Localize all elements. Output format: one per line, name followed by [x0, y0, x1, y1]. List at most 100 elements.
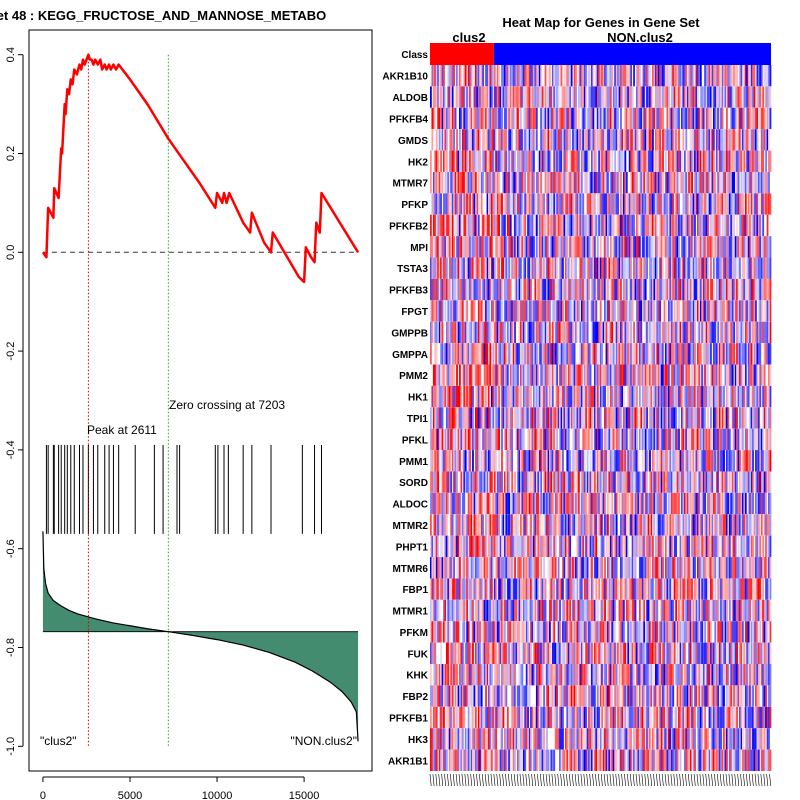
heatmap-cell: [472, 171, 474, 194]
heatmap-cell: [701, 107, 704, 130]
heatmap-cell: [605, 450, 608, 472]
heatmap-cell: [695, 171, 698, 194]
heatmap-cell: [621, 492, 624, 515]
heatmap-cell: [650, 471, 653, 493]
heatmap-cell: [554, 514, 557, 536]
heatmap-cell: [486, 321, 489, 344]
heatmap-cell: [675, 492, 678, 515]
heatmap-cell: [666, 514, 669, 536]
heatmap-cell: [712, 385, 715, 408]
heatmap-cell: [580, 557, 583, 579]
heatmap-cell: [506, 278, 509, 301]
heatmap-cell: [456, 492, 458, 515]
heatmap-cell: [467, 343, 470, 365]
heatmap-cell: [579, 343, 582, 365]
heatmap-cell: [531, 193, 534, 215]
heatmap-cell: [464, 107, 467, 130]
heatmap-cell: [737, 385, 740, 408]
heatmap-cell: [598, 364, 601, 386]
heatmap-cell: [708, 471, 711, 493]
heatmap-cell: [715, 107, 718, 130]
heatmap-cell: [534, 407, 537, 429]
heatmap-cell: [662, 278, 664, 301]
heatmap-cell: [495, 450, 498, 472]
heatmap-cell: [617, 407, 619, 429]
heatmap-cell: [493, 129, 496, 151]
heatmap-cell: [586, 343, 589, 365]
heatmap-cell: [678, 214, 680, 237]
heatmap-cell: [540, 471, 543, 493]
heatmap-cell: [445, 450, 448, 472]
heatmap-cell: [480, 193, 483, 215]
heatmap-cell: [618, 321, 621, 344]
heatmap-cell: [560, 193, 563, 215]
heatmap-cell: [504, 257, 506, 279]
heatmap-cell: [702, 129, 705, 151]
heatmap-cell: [596, 343, 599, 365]
heatmap-cell: [749, 450, 752, 472]
heatmap-cell: [495, 86, 498, 108]
heatmap-cell: [515, 278, 518, 301]
heatmap-cell: [441, 471, 444, 493]
heatmap-cell: [578, 300, 580, 322]
heatmap-cell: [519, 535, 522, 558]
heatmap-cell: [554, 107, 557, 130]
heatmap-cell: [432, 557, 435, 579]
heatmap-cell: [604, 364, 606, 386]
heatmap-cell: [611, 557, 614, 579]
heatmap-cell: [512, 343, 515, 365]
heatmap-cell: [721, 257, 724, 279]
heatmap-cell: [537, 300, 540, 322]
heatmap-cell: [636, 535, 638, 558]
heatmap-cell: [662, 514, 664, 536]
heatmap-cell: [737, 236, 740, 258]
heatmap-cell: [768, 343, 770, 365]
heatmap-cell: [431, 107, 434, 130]
heatmap-cell: [631, 236, 634, 258]
heatmap-cell: [704, 257, 707, 279]
heatmap-cell: [701, 86, 704, 108]
heatmap-cell: [640, 193, 643, 215]
heatmap-cell: [622, 278, 625, 301]
heatmap-cell: [768, 385, 770, 408]
heatmap-cell: [676, 300, 679, 322]
heatmap-cell: [457, 193, 460, 215]
heatmap-cell: [721, 193, 724, 215]
heatmap-cell: [547, 428, 550, 451]
heatmap-cell: [734, 492, 737, 515]
heatmap-cell: [681, 535, 683, 558]
heatmap-cell: [678, 65, 680, 87]
heatmap-cell: [512, 171, 515, 194]
heatmap-cell: [515, 343, 518, 365]
heatmap-cell: [728, 129, 731, 151]
heatmap-cell: [611, 150, 614, 172]
heatmap-cell: [589, 535, 592, 558]
heatmap-cell: [570, 343, 573, 365]
heatmap-cell: [718, 107, 721, 130]
heatmap-cell: [533, 150, 535, 172]
heatmap-cell: [509, 300, 512, 322]
heatmap-cell: [665, 557, 667, 579]
heatmap-cell: [734, 364, 737, 386]
heatmap-cell: [753, 300, 756, 322]
heatmap-cell: [474, 450, 477, 472]
heatmap-cell: [573, 236, 576, 258]
heatmap-cell: [607, 193, 609, 215]
heatmap-cell: [537, 321, 540, 344]
heatmap-cell: [683, 150, 686, 172]
heatmap-cell: [659, 236, 662, 258]
heatmap-cell: [546, 492, 548, 515]
heatmap-row: [430, 65, 772, 87]
heatmap-cell: [445, 364, 448, 386]
heatmap-cell: [470, 129, 473, 151]
heatmap-cell: [625, 343, 628, 365]
heatmap-cell: [768, 107, 770, 130]
heatmap-cell: [470, 278, 473, 301]
heatmap-cell: [464, 535, 467, 558]
heatmap-cell: [653, 214, 656, 237]
heatmap-cell: [650, 428, 653, 451]
heatmap-cell: [743, 150, 746, 172]
heatmap-cell: [564, 86, 567, 108]
heatmap-cell: [657, 129, 660, 151]
heatmap-cell: [696, 236, 699, 258]
